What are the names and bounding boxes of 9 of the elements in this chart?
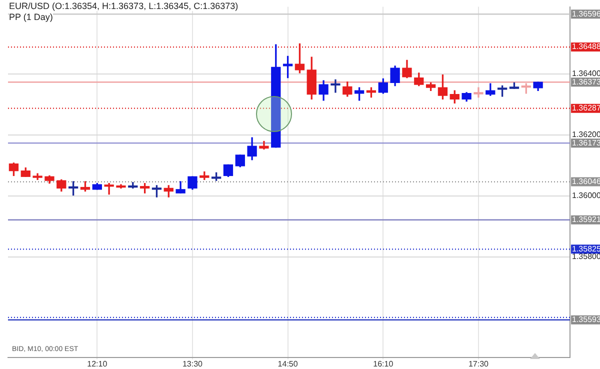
x-tick-label: 12:10 — [87, 359, 108, 368]
text: PP (1 Day) — [9, 12, 53, 22]
candlestick — [330, 79, 340, 93]
x-tick-label: 14:50 — [278, 359, 298, 368]
x-tick-label: 13:30 — [182, 359, 204, 368]
x-tick-label: 17:30 — [468, 359, 490, 368]
x-tick-label: 16:10 — [373, 359, 394, 368]
candlestick — [104, 182, 114, 195]
chart-title: EUR/USD (O:1.36354, H:1.36373, L:1.36345, C:1.36373) — [9, 1, 238, 11]
